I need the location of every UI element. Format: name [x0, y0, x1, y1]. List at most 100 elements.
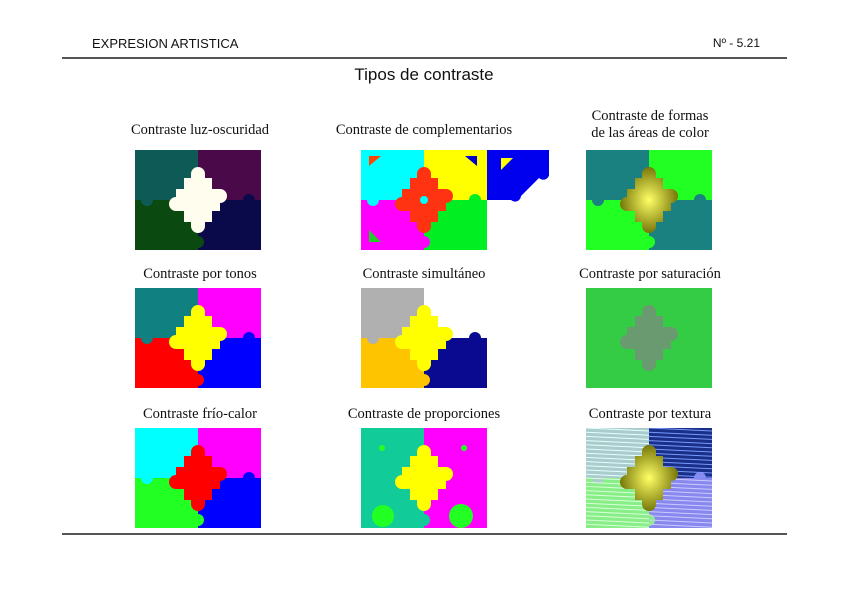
page-number: Nº - 5.21 [712, 36, 760, 50]
panel-caption: Contraste de complementarios [335, 122, 513, 138]
notch [192, 236, 204, 248]
notch [643, 236, 655, 248]
texture-line [586, 519, 650, 524]
texture-line [586, 435, 650, 440]
notch [367, 472, 379, 484]
notch [141, 332, 153, 344]
swatch-textura [586, 428, 712, 528]
notch [243, 194, 255, 206]
panel-caption: Contraste luz-oscuridad [130, 122, 270, 138]
swatch-simultaneo [361, 288, 487, 388]
texture-line [648, 431, 712, 436]
swatch-luz-oscuridad [135, 150, 261, 250]
swatch-group [135, 150, 261, 250]
texture-line [648, 502, 712, 507]
notch [592, 194, 604, 206]
notch [367, 194, 379, 206]
notch [469, 472, 481, 484]
texture-line [648, 515, 712, 520]
central-puzzle-shape [395, 445, 453, 511]
swatch-group [135, 288, 261, 388]
notch [418, 514, 430, 526]
texture-line [648, 511, 712, 516]
notch [694, 194, 706, 206]
document-subject: EXPRESION ARTISTICA [92, 36, 239, 51]
header-rule [62, 57, 787, 59]
notch [418, 374, 430, 386]
swatch-group [361, 428, 487, 528]
notch [243, 332, 255, 344]
texture-line [648, 440, 712, 445]
swatch-frio-calor [135, 428, 261, 528]
notch [243, 472, 255, 484]
notch [141, 194, 153, 206]
texture-line [648, 435, 712, 440]
accent-triangle [369, 230, 381, 242]
swatch-group [135, 428, 261, 528]
texture-line [648, 523, 712, 528]
texture-line [586, 440, 650, 445]
texture-line [586, 448, 650, 453]
notch [367, 332, 379, 344]
notch [469, 332, 481, 344]
panel-caption: Contraste frío-calor [143, 406, 257, 422]
central-puzzle-shape [620, 167, 678, 233]
detached-piece [487, 150, 549, 202]
texture-line [586, 515, 650, 520]
accent-triangle [501, 158, 513, 170]
panel-caption: Contraste por saturación [579, 266, 721, 282]
notch [192, 374, 204, 386]
texture-line [586, 511, 650, 516]
proportion-dot [379, 445, 385, 451]
accent-triangle [465, 156, 477, 166]
notch [418, 236, 430, 248]
texture-line [586, 506, 650, 511]
accent-dot [420, 196, 428, 204]
texture-line [586, 498, 650, 503]
texture-line [648, 506, 712, 511]
accent-triangle [369, 156, 381, 166]
panel-caption: Contraste por tonos [143, 266, 257, 282]
proportion-circle [372, 505, 394, 527]
notch [141, 472, 153, 484]
footer-rule [62, 533, 787, 535]
texture-line [648, 444, 712, 449]
swatch-complementarios [361, 150, 549, 250]
texture-line [586, 523, 650, 528]
notch [592, 332, 604, 344]
panel-caption: Contraste de proporciones [347, 406, 501, 422]
swatch-group [361, 288, 487, 388]
texture-line [586, 431, 650, 436]
proportion-circle [449, 504, 473, 528]
swatch-formas [586, 150, 712, 250]
central-puzzle-shape [395, 305, 453, 371]
swatch-proporciones [361, 428, 487, 528]
texture-line [648, 448, 712, 453]
texture-line [586, 452, 650, 457]
texture-line [586, 428, 650, 432]
central-puzzle-shape [620, 305, 678, 371]
swatch-tonos [135, 288, 261, 388]
panel-caption: Contraste simultáneo [362, 266, 486, 282]
proportion-dot [461, 445, 467, 451]
texture-line [648, 519, 712, 524]
notch [192, 514, 204, 526]
notch [694, 472, 706, 484]
notch [469, 194, 481, 206]
central-puzzle-shape [620, 445, 678, 511]
page-title: Tipos de contraste [354, 65, 494, 84]
notch [694, 332, 706, 344]
panel-caption: Contraste de formas de las áreas de colo… [591, 108, 709, 141]
swatch-group [361, 150, 487, 250]
notch [643, 374, 655, 386]
central-puzzle-shape [169, 305, 227, 371]
texture-line [648, 452, 712, 457]
swatch-group [586, 288, 712, 388]
texture-line [586, 444, 650, 449]
swatch-group [586, 150, 712, 250]
texture-line [586, 502, 650, 507]
central-puzzle-shape [169, 167, 227, 233]
panel-caption: Contraste por textura [588, 406, 712, 422]
texture-line [648, 428, 712, 432]
swatch-saturacion [586, 288, 712, 388]
